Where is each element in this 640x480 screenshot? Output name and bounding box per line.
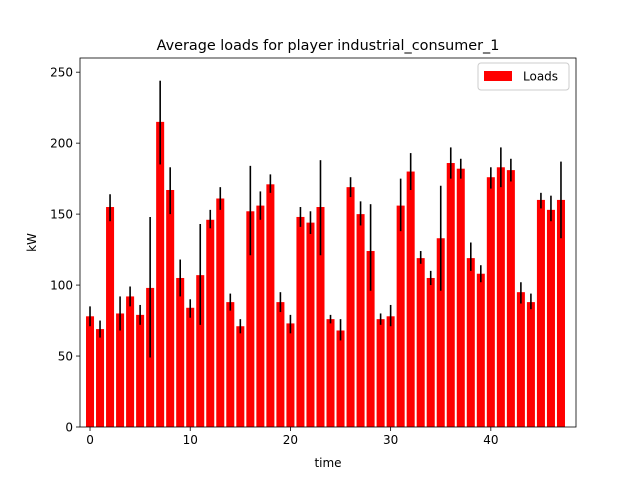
y-tick-label: 150 (50, 208, 73, 222)
bar (216, 198, 225, 427)
bar (556, 199, 565, 427)
bar (326, 319, 335, 427)
bar (196, 275, 205, 427)
bar (316, 207, 325, 427)
y-axis: 0 50 100 150 200 250 (50, 66, 80, 435)
bar (376, 319, 385, 427)
bar (466, 258, 475, 427)
bar (346, 187, 355, 427)
bar (386, 316, 395, 427)
bar (276, 302, 285, 427)
legend-swatch (484, 71, 512, 81)
bar (296, 216, 305, 427)
x-tick-label: 20 (283, 433, 298, 447)
bar (286, 323, 295, 427)
bar (106, 207, 115, 427)
x-axis: 0 10 20 30 40 (86, 427, 498, 447)
bar (516, 292, 525, 427)
bar (96, 329, 105, 427)
x-tick-label: 0 (86, 433, 94, 447)
errorbars-layer (89, 80, 562, 358)
x-tick-label: 30 (383, 433, 398, 447)
bar (306, 222, 315, 427)
bar (206, 219, 215, 427)
bar (226, 302, 235, 427)
y-tick-label: 50 (58, 350, 73, 364)
bar (426, 277, 435, 427)
bar (546, 209, 555, 427)
y-axis-label: kW (25, 233, 39, 252)
bar (136, 314, 145, 427)
bar (116, 313, 125, 427)
legend: Loads (477, 62, 570, 91)
bar (186, 307, 195, 427)
bar (126, 296, 135, 427)
bar (266, 184, 275, 427)
bar (456, 168, 465, 427)
y-tick-label: 0 (65, 421, 73, 435)
bar (436, 238, 445, 427)
chart-title: Average loads for player industrial_cons… (157, 38, 500, 54)
x-tick-label: 10 (183, 433, 198, 447)
bar (246, 211, 255, 427)
plot-area-frame (79, 57, 577, 428)
bar (176, 277, 185, 427)
bar (396, 205, 405, 427)
bar (156, 121, 165, 428)
bars-layer (86, 121, 565, 428)
bar (526, 302, 535, 427)
bar (496, 167, 505, 427)
legend-frame (477, 62, 570, 91)
bar (476, 273, 485, 427)
bar (166, 189, 175, 427)
bar (86, 316, 95, 427)
bar (416, 258, 425, 427)
y-tick-label: 250 (50, 66, 73, 80)
bar (236, 326, 245, 427)
bar (256, 205, 265, 427)
bar (486, 177, 495, 427)
bar (446, 163, 455, 427)
y-tick-label: 200 (50, 137, 73, 151)
y-tick-label: 100 (50, 279, 73, 293)
x-tick-label: 40 (483, 433, 498, 447)
bar (146, 287, 155, 427)
bar (336, 330, 345, 427)
x-axis-label: time (314, 456, 341, 470)
bar (366, 251, 375, 427)
legend-label: Loads (523, 70, 558, 84)
bar (406, 171, 415, 427)
bar (356, 214, 365, 427)
bar (536, 199, 545, 427)
bar (506, 170, 515, 427)
